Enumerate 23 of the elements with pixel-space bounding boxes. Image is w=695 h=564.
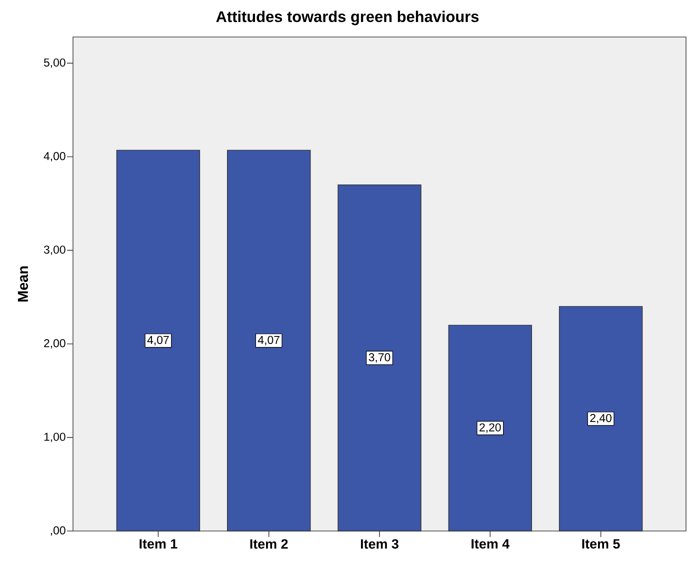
chart-title: Attitudes towards green behaviours xyxy=(216,10,479,26)
y-tick-label: ,00 xyxy=(50,526,66,536)
bar xyxy=(116,150,200,532)
data-label: 2,40 xyxy=(590,414,612,424)
y-tick-label: 1,00 xyxy=(44,432,66,442)
bar xyxy=(558,306,643,532)
data-label: 2,20 xyxy=(480,423,501,433)
y-axis-title: Mean xyxy=(18,266,28,302)
bar xyxy=(338,184,422,532)
x-tick-label: Item 5 xyxy=(582,539,620,549)
x-tick-label: Item 1 xyxy=(140,539,178,549)
x-tick-label: Item 2 xyxy=(250,539,288,549)
data-label: 4,07 xyxy=(258,336,280,346)
y-tick-label: 5,00 xyxy=(44,58,66,68)
data-label: 4,07 xyxy=(147,336,169,346)
y-tick-label: 3,00 xyxy=(44,246,66,256)
x-tick-label: Item 3 xyxy=(360,539,398,549)
bar xyxy=(227,150,311,532)
y-tick-label: 2,00 xyxy=(44,339,66,349)
data-label: 3,70 xyxy=(368,353,390,363)
y-tick-label: 4,00 xyxy=(44,152,66,162)
x-tick-label: Item 4 xyxy=(472,539,510,549)
bar xyxy=(448,324,532,532)
